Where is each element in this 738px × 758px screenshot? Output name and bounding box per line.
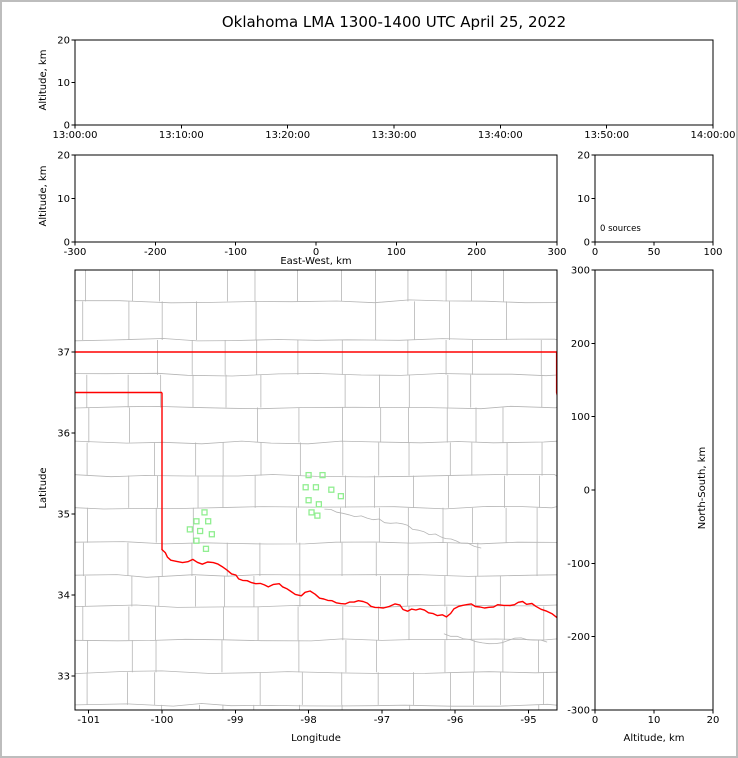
plan-view-xlabel: Longitude [291, 733, 341, 744]
svg-text:0: 0 [592, 247, 598, 258]
svg-text:0: 0 [64, 121, 70, 132]
svg-text:300: 300 [547, 247, 566, 258]
ns-height-xlabel: Altitude, km [623, 733, 685, 744]
svg-text:100: 100 [387, 247, 406, 258]
svg-text:-96: -96 [447, 715, 463, 726]
svg-text:34: 34 [57, 591, 70, 602]
svg-text:13:40:00: 13:40:00 [478, 130, 523, 141]
svg-text:20: 20 [57, 36, 70, 47]
svg-text:100: 100 [703, 247, 722, 258]
chart-title: Oklahoma LMA 1300-1400 UTC April 25, 202… [221, 13, 567, 31]
svg-text:10: 10 [648, 715, 661, 726]
svg-text:10: 10 [577, 194, 590, 205]
svg-text:37: 37 [57, 348, 70, 359]
svg-text:13:00:00: 13:00:00 [53, 130, 98, 141]
svg-text:-200: -200 [144, 247, 167, 258]
svg-text:10: 10 [57, 194, 70, 205]
svg-text:13:50:00: 13:50:00 [584, 130, 629, 141]
svg-text:35: 35 [57, 510, 70, 521]
svg-text:36: 36 [57, 429, 70, 440]
svg-text:20: 20 [577, 151, 590, 162]
svg-text:-95: -95 [520, 715, 536, 726]
svg-text:0: 0 [313, 247, 319, 258]
svg-text:-300: -300 [567, 706, 590, 717]
ew-height-ylabel: Altitude, km [38, 165, 49, 227]
source-count-annotation: 0 sources [600, 224, 641, 234]
svg-text:200: 200 [467, 247, 486, 258]
svg-text:-200: -200 [567, 632, 590, 643]
svg-text:100: 100 [571, 412, 590, 423]
svg-text:50: 50 [648, 247, 661, 258]
svg-text:-100: -100 [567, 559, 590, 570]
svg-text:-100: -100 [151, 715, 174, 726]
ew-height-xlabel: East-West, km [280, 256, 352, 267]
svg-text:20: 20 [57, 151, 70, 162]
svg-text:-100: -100 [224, 247, 247, 258]
svg-text:10: 10 [57, 78, 70, 89]
svg-text:0: 0 [584, 486, 590, 497]
svg-text:-300: -300 [64, 247, 87, 258]
svg-text:300: 300 [571, 266, 590, 277]
svg-text:-98: -98 [300, 715, 316, 726]
ns-height-ylabel: North-South, km [697, 446, 708, 530]
svg-text:13:10:00: 13:10:00 [159, 130, 204, 141]
svg-text:-97: -97 [374, 715, 390, 726]
svg-text:33: 33 [57, 672, 70, 683]
svg-text:-101: -101 [77, 715, 100, 726]
svg-text:0: 0 [584, 238, 590, 249]
svg-text:0: 0 [592, 715, 598, 726]
svg-text:14:00:00: 14:00:00 [691, 130, 736, 141]
time-height-ylabel: Altitude, km [38, 49, 49, 111]
svg-text:200: 200 [571, 339, 590, 350]
svg-text:0: 0 [64, 238, 70, 249]
svg-text:13:20:00: 13:20:00 [265, 130, 310, 141]
svg-text:20: 20 [707, 715, 720, 726]
plan-view-ylabel: Latitude [38, 467, 49, 509]
svg-text:-99: -99 [227, 715, 243, 726]
svg-text:13:30:00: 13:30:00 [372, 130, 417, 141]
